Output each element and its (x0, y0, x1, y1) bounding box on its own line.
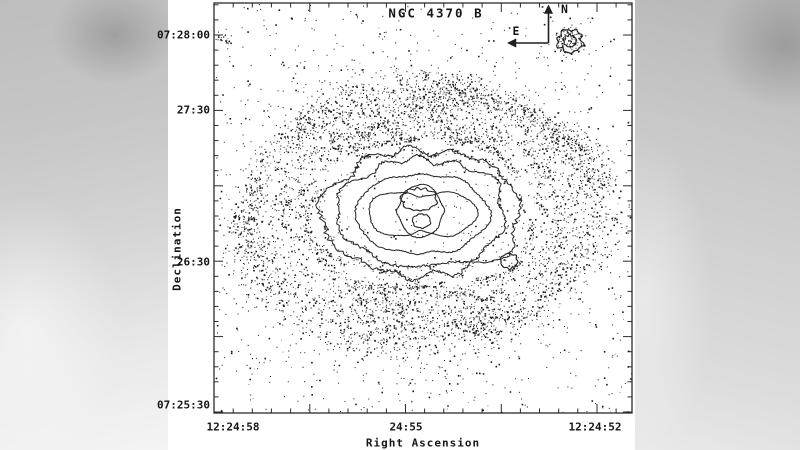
compass-east-label: E (512, 24, 520, 38)
y-tick-label-0728-00: 07:28:00 (157, 28, 210, 42)
isophote-5 (354, 172, 493, 256)
y-tick-label-2630: 26:30 (176, 255, 210, 269)
plot-frame (213, 2, 633, 414)
compass-north-label: N (561, 2, 568, 16)
isophote-6 (336, 153, 507, 268)
y-tick-label-0725-30: 07:25:30 (157, 398, 210, 412)
companion-loop (499, 252, 519, 271)
nucleus-lower-core (411, 213, 432, 230)
plot-title: NGC 4370 B (388, 5, 484, 21)
east-arrowhead (506, 38, 517, 48)
y-tick-label-2730: 27:30 (176, 103, 210, 117)
y-axis-title: Declination (170, 207, 184, 291)
x-tick-label-122458: 12:24:58 (206, 420, 260, 434)
inner-peanut (368, 191, 479, 238)
x-tick-label-122452: 12:24:52 (568, 420, 622, 434)
speckle-dots (215, 4, 632, 413)
figure-eight (395, 183, 446, 239)
compass-arrows (506, 4, 554, 48)
tick-marks (213, 3, 632, 413)
x-tick-label-2455: 24:55 (389, 420, 423, 434)
backdrop-right-gradient (635, 0, 800, 450)
backdrop-left-gradient (0, 0, 170, 450)
x-axis-title: Right Ascension (365, 436, 481, 450)
north-arrowhead (543, 4, 554, 14)
